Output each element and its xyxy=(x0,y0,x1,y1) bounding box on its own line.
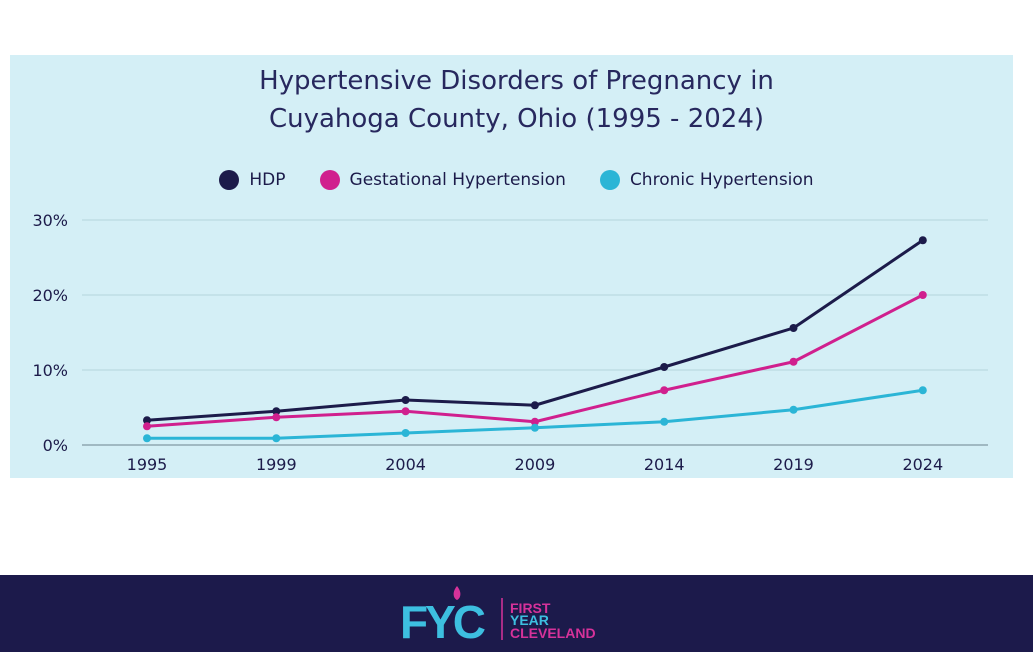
data-point xyxy=(401,407,410,416)
data-point xyxy=(789,357,798,366)
legend-label: Gestational Hypertension xyxy=(349,170,566,190)
y-tick-label: 20% xyxy=(32,286,68,305)
data-point xyxy=(143,416,151,425)
legend-marker xyxy=(219,170,240,190)
chart-panel xyxy=(10,55,1013,478)
fyc-logo: FYC xyxy=(400,582,505,648)
data-point xyxy=(272,434,281,443)
data-point xyxy=(789,405,798,414)
legend-label: HDP xyxy=(249,170,286,190)
x-tick-label: 1999 xyxy=(256,455,297,474)
series-line-0 xyxy=(146,239,924,422)
data-point xyxy=(918,236,927,245)
legend: HDP Gestational Hypertension Chronic Hyp… xyxy=(0,170,1033,190)
org-line-year: YEAR xyxy=(510,612,549,628)
legend-marker xyxy=(319,170,340,190)
org-line-cleveland: CLEVELAND xyxy=(510,625,596,641)
x-tick-label: 2004 xyxy=(385,455,426,474)
x-tick-label: 2019 xyxy=(773,455,814,474)
x-tick-label: 1995 xyxy=(127,455,168,474)
data-point xyxy=(660,386,669,395)
data-point xyxy=(530,401,539,410)
data-point xyxy=(143,434,151,443)
data-point xyxy=(789,324,798,332)
org-line-first: FIRST xyxy=(510,600,551,616)
data-point xyxy=(530,423,539,432)
data-point xyxy=(918,386,927,395)
footer xyxy=(0,575,1033,652)
data-point xyxy=(401,396,410,404)
data-point xyxy=(918,291,927,299)
legend-marker xyxy=(599,170,620,190)
data-point xyxy=(660,363,669,371)
data-point xyxy=(143,422,151,431)
y-tick-label: 30% xyxy=(32,211,68,230)
data-point xyxy=(660,417,669,426)
svg-text:FYC: FYC xyxy=(400,596,485,644)
x-tick-label: 2009 xyxy=(515,455,556,474)
legend-item-chronic: Chronic Hypertension xyxy=(599,170,814,190)
chart-title: Hypertensive Disorders of Pregnancy in C… xyxy=(0,62,1033,138)
title-line-2: Cuyahoga County, Ohio (1995 - 2024) xyxy=(268,104,765,134)
data-point xyxy=(272,407,281,416)
legend-item-hdp: HDP xyxy=(219,170,286,190)
y-tick-label: 10% xyxy=(32,361,68,380)
x-tick-label: 2024 xyxy=(902,455,943,474)
data-point xyxy=(401,429,410,437)
y-tick-label: 0% xyxy=(43,436,68,455)
fyc-logo-mark: FYC xyxy=(400,586,503,648)
data-point xyxy=(530,417,539,426)
title-line-1: Hypertensive Disorders of Pregnancy in xyxy=(259,66,774,96)
legend-item-gestational: Gestational Hypertension xyxy=(319,170,566,190)
x-tick-label: 2014 xyxy=(644,455,685,474)
data-point xyxy=(272,413,281,422)
legend-label: Chronic Hypertension xyxy=(629,170,814,190)
